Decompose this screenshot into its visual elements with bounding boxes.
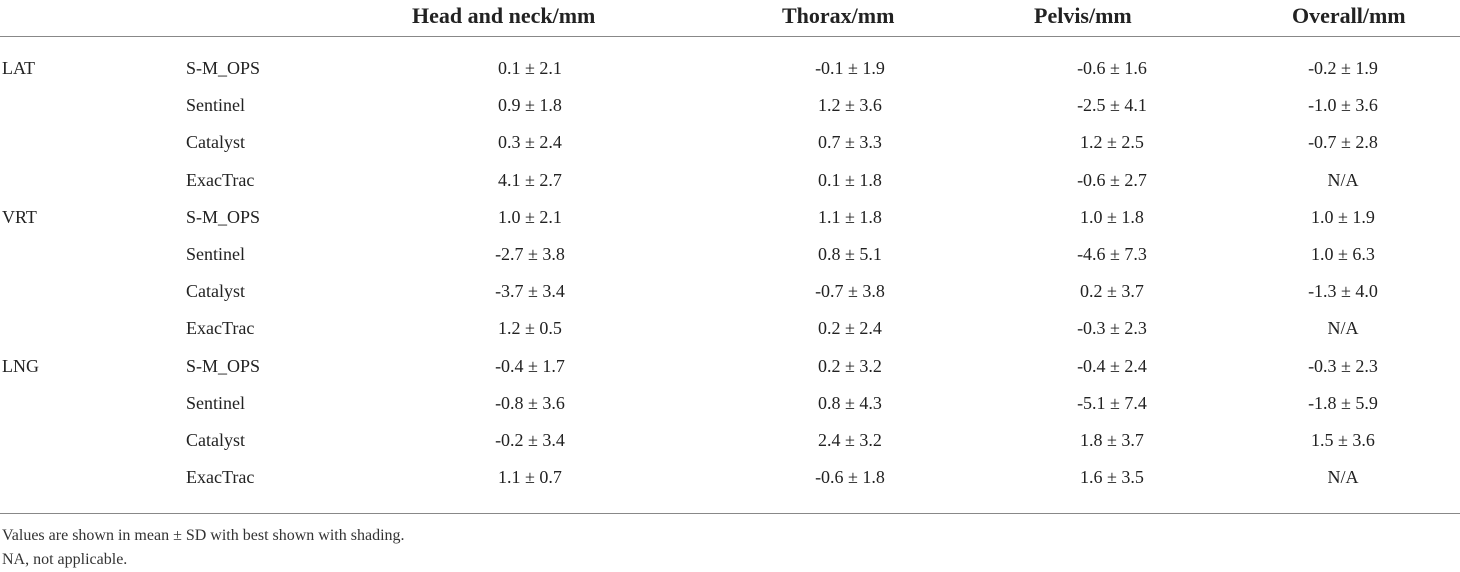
row-system-label: Catalyst [186,281,245,302]
cell-head-neck: -3.7 ± 3.4 [495,281,565,302]
cell-overall: 1.0 ± 1.9 [1311,206,1375,227]
row-system-label: ExacTrac [186,318,255,339]
cell-thorax: -0.6 ± 1.8 [815,467,885,488]
table-row: Sentinel -0.8 ± 3.6 0.8 ± 4.3 -5.1 ± 7.4 -1.… [0,385,1460,422]
cell-overall: -1.3 ± 4.0 [1308,281,1378,302]
table-row: Catalyst 0.3 ± 2.4 0.7 ± 3.3 1.2 ± 2.5 -0.7 … [0,124,1460,161]
row-system-label: S-M_OPS [186,58,261,78]
cell-overall: N/A [1327,169,1359,190]
cell-head-neck: -0.8 ± 3.6 [495,392,565,413]
cell-thorax: 1.2 ± 3.6 [818,95,882,116]
footnote-values: Values are shown in mean ± SD with best … [2,527,405,544]
row-system-label: Sentinel [186,392,245,413]
cell-overall: 1.0 ± 6.3 [1311,244,1375,264]
cell-head-neck: 1.0 ± 2.1 [498,206,562,227]
cell-thorax: 0.8 ± 4.3 [818,392,882,413]
cell-head-neck: -0.4 ± 1.7 [495,355,565,376]
table-row: Catalyst -3.7 ± 3.4 -0.7 ± 3.8 0.2 ± 3.7 -1.… [0,273,1460,310]
cell-overall: -1.8 ± 5.9 [1308,392,1378,413]
header-pelvis: Pelvis/mm [1034,3,1132,28]
row-system-label: S-M_OPS [186,206,261,227]
cell-thorax: 0.8 ± 5.1 [818,244,882,264]
table-row: ExacTrac 4.1 ± 2.7 0.1 ± 1.8 -0.6 ± 2.7 N/A [0,162,1460,199]
cell-overall: 1.5 ± 3.6 [1311,430,1375,450]
cell-pelvis: -0.4 ± 2.4 [1077,355,1147,376]
cell-thorax: 0.2 ± 3.2 [818,355,882,376]
cell-head-neck: 0.3 ± 2.4 [498,132,562,153]
cell-thorax: 0.7 ± 3.3 [818,132,882,153]
row-system-label: Sentinel [186,244,245,264]
cell-pelvis: 1.2 ± 2.5 [1080,132,1144,153]
table-row: ExacTrac 1.1 ± 0.7 -0.6 ± 1.8 1.6 ± 3.5 N/A [0,459,1460,496]
cell-thorax: 1.1 ± 1.8 [818,206,882,227]
cell-overall: N/A [1327,318,1359,339]
table-row: VRT S-M_OPS 1.0 ± 2.1 1.1 ± 1.8 1.0 ± 1.8 1.0… [0,199,1460,236]
header-head-neck: Head and neck/mm [412,3,596,28]
row-system-label: ExacTrac [186,467,255,488]
table-row: LNG S-M_OPS -0.4 ± 1.7 0.2 ± 3.2 -0.4 ± 2.4 -… [0,348,1460,385]
cell-head-neck: 1.1 ± 0.7 [498,467,562,488]
row-system-label: ExacTrac [186,169,255,190]
cell-pelvis: -4.6 ± 7.3 [1077,244,1147,264]
cell-thorax: -0.7 ± 3.8 [815,281,885,302]
footnote-na: NA, not applicable. [2,551,128,568]
cell-head-neck: 4.1 ± 2.7 [498,169,562,190]
cell-thorax: 0.1 ± 1.8 [818,169,882,190]
row-system-label: Sentinel [186,95,245,116]
table-row: LAT S-M_OPS 0.1 ± 2.1 -0.1 ± 1.9 -0.6 ± 1.6 -… [0,50,1460,87]
header-thorax: Thorax/mm [782,3,895,28]
header-overall: Overall/mm [1292,3,1406,28]
table-row: ExacTrac 1.2 ± 0.5 0.2 ± 2.4 -0.3 ± 2.3 N/A [0,310,1460,347]
cell-overall: -0.7 ± 2.8 [1308,132,1378,153]
cell-pelvis: 0.2 ± 3.7 [1080,281,1144,302]
cell-overall: N/A [1327,467,1359,488]
cell-pelvis: -0.6 ± 1.6 [1077,58,1147,78]
row-axis-label: LNG [2,355,39,376]
cell-pelvis: -5.1 ± 7.4 [1077,392,1147,413]
row-system-label: Catalyst [186,132,245,153]
cell-head-neck: 0.9 ± 1.8 [498,95,562,116]
table-row: Catalyst -0.2 ± 3.4 2.4 ± 3.2 1.8 ± 3.7 1.5 … [0,422,1460,459]
cell-overall: -0.2 ± 1.9 [1308,58,1378,78]
row-axis-label: LAT [2,58,35,78]
cell-pelvis: 1.8 ± 3.7 [1080,430,1144,450]
table-row: Sentinel 0.9 ± 1.8 1.2 ± 3.6 -2.5 ± 4.1 -1.0… [0,87,1460,124]
cell-thorax: 2.4 ± 3.2 [818,430,882,450]
row-axis-label: VRT [2,206,37,227]
cell-head-neck: -2.7 ± 3.8 [495,244,565,264]
cell-head-neck: 0.1 ± 2.1 [498,58,562,78]
cell-head-neck: 1.2 ± 0.5 [498,318,562,339]
cell-thorax: -0.1 ± 1.9 [815,58,885,78]
row-system-label: Catalyst [186,430,245,450]
cell-head-neck: -0.2 ± 3.4 [495,430,565,450]
cell-pelvis: -0.6 ± 2.7 [1077,169,1147,190]
cell-pelvis: 1.0 ± 1.8 [1080,206,1144,227]
cell-pelvis: -0.3 ± 2.3 [1077,318,1147,339]
row-system-label: S-M_OPS [186,355,261,376]
cell-pelvis: 1.6 ± 3.5 [1080,467,1144,488]
cell-overall: -0.3 ± 2.3 [1308,355,1378,376]
table-row: Sentinel -2.7 ± 3.8 0.8 ± 5.1 -4.6 ± 7.3 1.0… [0,236,1460,273]
bottom-rule [0,513,1460,514]
cell-overall: -1.0 ± 3.6 [1308,95,1378,116]
cell-pelvis: -2.5 ± 4.1 [1077,95,1147,116]
cell-thorax: 0.2 ± 2.4 [818,318,882,339]
header-rule [0,36,1460,37]
